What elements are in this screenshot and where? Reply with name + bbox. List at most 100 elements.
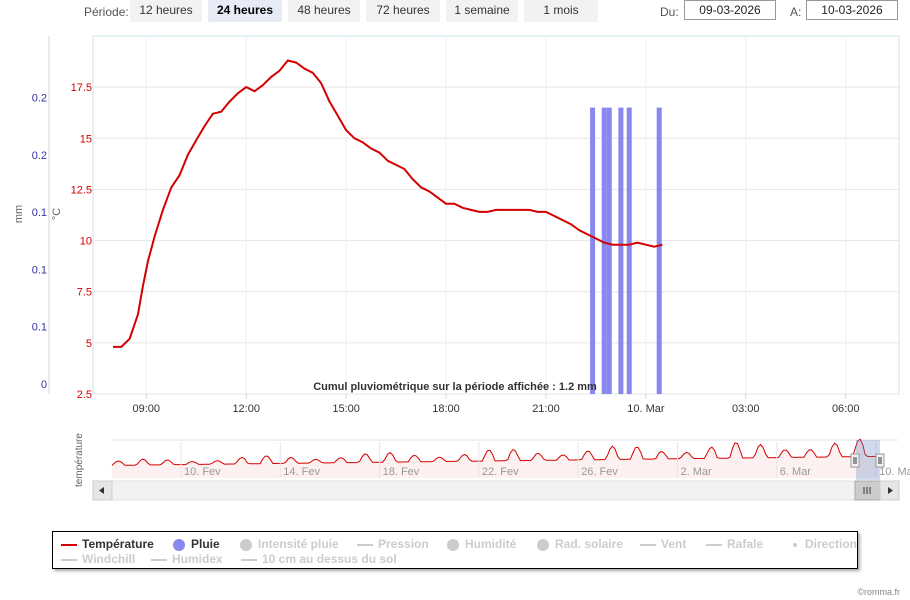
legend-item-pression[interactable]: Pression xyxy=(357,537,429,551)
legend-item-vent[interactable]: Vent xyxy=(640,537,686,551)
legend-item-10-cm-au-dessus-du-sol[interactable]: 10 cm au dessus du sol xyxy=(241,552,397,566)
navigator-date-label: 26. Fev xyxy=(581,466,618,478)
rain-bars xyxy=(590,107,662,394)
navigator-series-line xyxy=(111,438,878,466)
mm-tick-label: 0.2 xyxy=(32,93,47,105)
legend-item-rad-solaire[interactable]: Rad. solaire xyxy=(537,537,623,551)
legend-item-windchill[interactable]: Windchill xyxy=(61,552,135,566)
from-date-label: Du: xyxy=(660,5,679,19)
temperature-axis-ticks: 2.5 5 7.5 10 12.5 15 17.5 xyxy=(71,82,92,401)
period-button-1-week[interactable]: 1 semaine xyxy=(446,0,518,22)
legend-item-label: Pression xyxy=(378,537,429,551)
scrollbar-track[interactable] xyxy=(92,480,900,501)
navigator-series-fill xyxy=(112,439,878,478)
period-button-12h[interactable]: 12 heures xyxy=(130,0,202,22)
temperature-axis-title: °C xyxy=(51,208,63,220)
legend-line-icon xyxy=(357,543,373,546)
navigator-labels: 10. Fev 14. Fev 18. Fev 22. Fev 26. Fev 2. Ma… xyxy=(180,442,910,478)
legend-item-label: Humidité xyxy=(465,537,517,551)
legend-item-label: Windchill xyxy=(82,552,136,566)
x-tick-label: 12:00 xyxy=(232,403,260,415)
legend-dot-icon xyxy=(173,538,185,551)
temperature-tick-label: 10 xyxy=(80,236,92,248)
mm-tick-label: 0 xyxy=(41,379,47,391)
period-button-24h[interactable]: 24 heures xyxy=(208,0,282,22)
legend-line-icon xyxy=(61,543,77,546)
mm-tick-label: 0.1 xyxy=(32,322,47,334)
navigator-date-label: 14. Fev xyxy=(283,466,320,478)
period-button-72h[interactable]: 72 heures xyxy=(366,0,440,22)
rain-bar xyxy=(626,107,632,394)
grip-icon xyxy=(863,487,871,494)
temperature-tick-label: 17.5 xyxy=(71,82,92,94)
legend-item-label: Rafale xyxy=(727,537,764,551)
temperature-line xyxy=(113,59,663,348)
legend-line-icon xyxy=(241,558,257,561)
x-axis-ticks: 09:00 12:00 15:00 18:00 21:00 10. Mar 03:00 06:… xyxy=(133,394,859,415)
legend-item-temp-rature[interactable]: Température xyxy=(61,537,154,551)
legend-item-humidit-[interactable]: Humidité xyxy=(447,537,516,551)
mm-tick-label: 0.1 xyxy=(32,264,47,276)
legend-item-direction[interactable]: Direction xyxy=(789,537,857,551)
temperature-tick-label: 12.5 xyxy=(71,184,92,196)
legend-line-icon xyxy=(706,543,722,546)
legend-line-icon xyxy=(640,543,656,546)
rain-total-annotation: Cumul pluviométrique sur la période affi… xyxy=(313,381,597,393)
legend-item-label: 10 cm au dessus du sol xyxy=(262,552,397,566)
temperature-tick-label: 7.5 xyxy=(77,287,92,299)
to-date-label: A: xyxy=(790,5,802,19)
legend-line-icon xyxy=(61,558,77,561)
legend-item-label: Humidex xyxy=(172,552,223,566)
x-tick-label: 09:00 xyxy=(133,403,161,415)
x-tick-label: 03:00 xyxy=(732,403,760,415)
period-button-48h[interactable]: 48 heures xyxy=(288,0,360,22)
navigator-date-label: 22. Fev xyxy=(482,466,519,478)
legend-item-label: Vent xyxy=(661,537,687,551)
legend-item-rafale[interactable]: Rafale xyxy=(706,537,763,551)
legend-item-humidex[interactable]: Humidex xyxy=(151,552,223,566)
credit: ©romma.fr xyxy=(857,587,900,597)
navigator-handle-right[interactable] xyxy=(875,453,885,468)
mm-axis-ticks: 0 0.1 0.1 0.1 0.2 0.2 xyxy=(32,93,47,391)
x-tick-label: 21:00 xyxy=(532,403,560,415)
legend-small-dot-icon xyxy=(793,542,797,547)
legend-item-label: Direction xyxy=(805,537,858,551)
legend-item-label: Température xyxy=(82,537,154,551)
navigator-handle-left[interactable] xyxy=(850,453,860,468)
navigator-date-label: 2. Mar xyxy=(681,466,713,478)
plot-area xyxy=(92,35,900,395)
legend-dot-icon xyxy=(240,538,252,551)
legend: Température Pluie Intensité pluie Pression H… xyxy=(52,531,858,569)
rain-bar xyxy=(618,107,624,394)
x-tick-label: 18:00 xyxy=(432,403,460,415)
from-date-input[interactable] xyxy=(684,0,776,20)
mm-tick-label: 0.2 xyxy=(32,150,47,162)
rain-bar xyxy=(590,107,596,394)
navigator-date-label: 18. Fev xyxy=(383,466,420,478)
arrow-right-icon xyxy=(888,487,893,494)
toolbar: Période: 12 heures 24 heures 48 heures 7… xyxy=(0,0,910,26)
arrow-left-icon xyxy=(99,487,104,494)
rain-bar xyxy=(601,107,607,394)
temperature-tick-label: 15 xyxy=(80,133,92,145)
temperature-tick-label: 5 xyxy=(86,338,92,350)
navigator-date-label: 6. Mar xyxy=(780,466,812,478)
legend-item-label: Intensité pluie xyxy=(258,537,339,551)
legend-dot-icon xyxy=(447,538,459,551)
period-button-1-month[interactable]: 1 mois xyxy=(524,0,598,22)
x-tick-label: 15:00 xyxy=(332,403,360,415)
rain-bar xyxy=(606,107,612,394)
mm-tick-label: 0.1 xyxy=(32,207,47,219)
navigator-axis-label: température xyxy=(74,433,85,487)
navigator-date-label: 10. Fev xyxy=(184,466,221,478)
navigator: température 10. Fev 14. Fev 18. Fev 22. Fev… xyxy=(74,433,910,501)
rain-bar xyxy=(656,107,662,394)
period-label: Période: xyxy=(84,5,129,19)
legend-item-intensit-pluie[interactable]: Intensité pluie xyxy=(240,537,339,551)
grid xyxy=(93,36,899,395)
legend-item-label: Pluie xyxy=(191,537,220,551)
legend-item-pluie[interactable]: Pluie xyxy=(173,537,220,551)
legend-dot-icon xyxy=(537,538,549,551)
navigator-date-label: 10. Ma xyxy=(879,466,910,478)
to-date-input[interactable] xyxy=(806,0,898,20)
